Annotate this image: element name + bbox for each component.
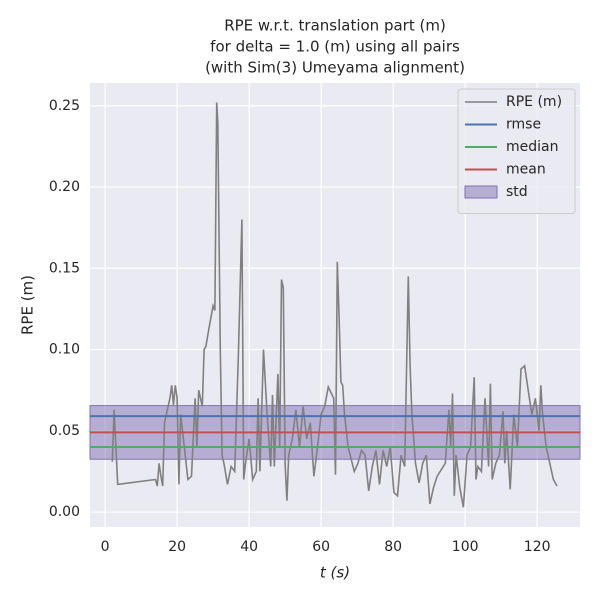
legend-label: RPE (m) xyxy=(506,94,562,110)
legend-swatch xyxy=(464,185,498,199)
legend-label: rmse xyxy=(506,117,541,133)
x-tick-label: 100 xyxy=(452,539,479,555)
y-axis-label: RPE (m) xyxy=(19,275,37,335)
y-tick-label: 0.00 xyxy=(49,504,80,520)
x-tick-label: 0 xyxy=(101,539,110,555)
rpe-line xyxy=(111,102,558,508)
y-tick-label: 0.15 xyxy=(49,260,80,276)
legend-box xyxy=(457,88,576,214)
chart-title: (with Sim(3) Umeyama alignment) xyxy=(205,59,465,77)
x-tick-label: 80 xyxy=(384,539,402,555)
y-tick-label: 0.25 xyxy=(49,98,80,114)
x-tick-label: 120 xyxy=(524,539,551,555)
x-tick-label: 40 xyxy=(240,539,258,555)
legend-label: std xyxy=(506,184,528,200)
y-tick-label: 0.05 xyxy=(49,423,80,439)
chart-title: RPE w.r.t. translation part (m) xyxy=(224,17,446,35)
y-tick-label: 0.20 xyxy=(49,179,80,195)
x-tick-label: 60 xyxy=(312,539,330,555)
y-tick-label: 0.10 xyxy=(49,342,80,358)
legend-label: median xyxy=(506,139,558,155)
x-tick-label: 20 xyxy=(168,539,186,555)
chart-title: for delta = 1.0 (m) using all pairs xyxy=(210,38,460,56)
legend-label: mean xyxy=(506,162,546,178)
x-axis-label: t (s) xyxy=(320,564,350,582)
